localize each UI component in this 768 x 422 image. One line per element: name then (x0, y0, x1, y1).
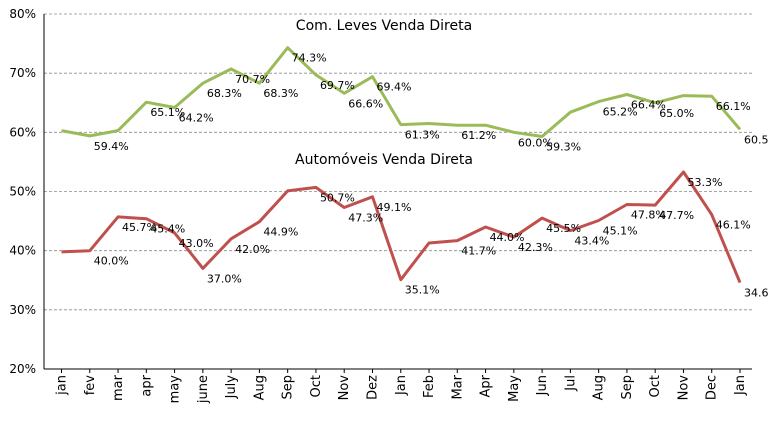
x-tick-label: Sep (281, 375, 296, 400)
x-tick-label: june (196, 375, 211, 404)
x-tick-label: jan (55, 375, 70, 396)
data-label: 46.1% (716, 219, 751, 232)
data-label: 74.3% (292, 52, 327, 65)
data-label: 61.3% (405, 129, 440, 142)
x-tick-label: Mar (450, 374, 465, 399)
y-tick-label: 50% (9, 185, 36, 199)
data-label: 64.2% (179, 111, 214, 124)
data-label: 42.0% (235, 243, 270, 256)
data-label: 47.7% (659, 209, 694, 222)
data-label: 47.8% (631, 209, 666, 222)
series-title-automoveis: Automóveis Venda Direta (295, 152, 473, 168)
x-tick-label: may (168, 375, 183, 404)
y-tick-label: 80% (9, 7, 36, 21)
data-label: 47.3% (348, 211, 383, 224)
data-label: 45.7% (122, 221, 157, 234)
y-tick-label: 40% (9, 244, 36, 258)
data-label: 59.4% (94, 140, 129, 153)
x-axis-ticks: jan fev mar apr may june July Aug Sep Oct Nov Dez Ja… (55, 369, 748, 404)
data-label: 45.5% (546, 222, 581, 235)
x-tick-label: July (224, 375, 239, 400)
y-tick-label: 60% (9, 125, 36, 139)
series-line-1 (61, 170, 742, 284)
data-label: 45.4% (150, 223, 185, 236)
data-label: 69.7% (320, 79, 355, 92)
x-tick-label: mar (111, 374, 126, 401)
data-labels: 59.4% 65.1%64.2% 68.3%70.7%68.3% 74.3% 69.7%… (94, 52, 768, 300)
y-tick-label: 20% (9, 362, 36, 376)
x-tick-label: Dez (365, 375, 380, 400)
data-label: 50.7% (320, 191, 355, 204)
data-label: 44.9% (263, 226, 298, 239)
data-label: 43.4% (574, 235, 609, 248)
data-label: 42.3% (518, 241, 553, 254)
data-label: 49.1% (376, 201, 411, 214)
x-tick-label: Oct (648, 375, 663, 397)
series-lines (61, 46, 742, 284)
gridlines (43, 13, 752, 370)
data-label: 53.3% (687, 176, 722, 189)
data-label: 65.1% (150, 106, 185, 119)
y-axis-ticks: 20% 30% 40% 50% 60% 70% 80% (9, 7, 36, 376)
series-line-0 (61, 46, 742, 138)
data-label: 69.4% (376, 81, 411, 94)
data-label: 41.7% (461, 245, 496, 258)
data-label: 61.2% (461, 129, 496, 142)
series-title-com-leves: Com. Leves Venda Direta (296, 18, 472, 34)
x-tick-label: Apr (479, 374, 494, 397)
data-label: 45.1% (603, 224, 638, 237)
data-label: 65.2% (603, 106, 638, 119)
data-label: 60.5% (744, 133, 768, 146)
y-tick-label: 70% (9, 66, 36, 80)
x-tick-label: Dec (705, 375, 720, 400)
data-label: 40.0% (94, 255, 129, 268)
x-tick-label: apr (139, 374, 154, 396)
data-label: 35.1% (405, 284, 440, 297)
x-tick-label: Aug (592, 375, 607, 400)
data-label: 60.0% (518, 136, 553, 149)
x-tick-label: Jan (733, 375, 748, 396)
data-label: 43.0% (179, 237, 214, 250)
x-tick-label: Aug (252, 375, 267, 400)
y-tick-label: 30% (9, 303, 36, 317)
data-label: 65.0% (659, 107, 694, 120)
data-label: 44.0% (490, 231, 525, 244)
data-label: 66.4% (631, 98, 666, 111)
x-tick-label: fev (83, 375, 98, 396)
data-label: 70.7% (235, 73, 270, 86)
data-label: 37.0% (207, 272, 242, 285)
x-tick-label: Jan (394, 375, 409, 396)
data-label: 66.6% (348, 97, 383, 110)
x-tick-label: Nov (337, 375, 352, 401)
data-label: 66.1% (716, 100, 751, 113)
x-tick-label: Sep (620, 375, 635, 400)
data-label: 68.3% (207, 87, 242, 100)
data-label: 34.6% (744, 287, 768, 300)
x-tick-label: Feb (422, 375, 437, 398)
data-label: 68.3% (263, 87, 298, 100)
data-label: 59.3% (546, 140, 581, 153)
x-tick-label: May (507, 375, 522, 402)
x-tick-label: Jul (563, 375, 578, 392)
x-tick-label: Jun (535, 375, 550, 396)
x-tick-label: Oct (309, 375, 324, 397)
x-tick-label: Nov (676, 375, 691, 401)
